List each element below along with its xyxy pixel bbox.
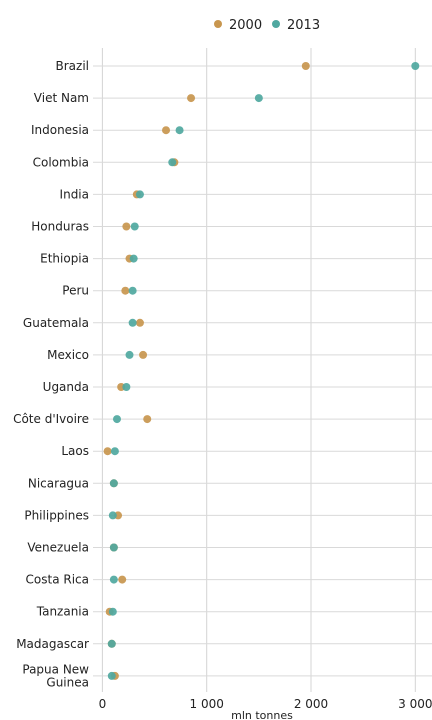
- data-point-2013: [129, 254, 138, 263]
- y-tick-label: Madagascar: [16, 637, 89, 651]
- y-tick-label: Côte d'Ivoire: [13, 412, 89, 426]
- data-point-2013: [128, 286, 137, 295]
- x-tick-label: 1 000: [190, 697, 224, 711]
- y-tick-label: Brazil: [56, 59, 90, 73]
- data-point-2013: [109, 479, 118, 488]
- y-tick-labels: Brazil Viet Nam Indonesia Colombia India Hond…: [13, 59, 89, 689]
- y-tick-label: Colombia: [33, 155, 89, 169]
- y-tick-label: Papua New Guinea: [22, 662, 89, 689]
- data-point-2013: [128, 318, 137, 327]
- x-tick-label: 0: [99, 697, 107, 711]
- y-tick-label: Nicaragua: [28, 476, 89, 490]
- legend: 2000 2013: [214, 18, 320, 33]
- data-point-2000: [135, 318, 144, 327]
- y-tick-label: Indonesia: [31, 123, 89, 137]
- grid-lines: [93, 48, 432, 692]
- legend-label-2013: 2013: [287, 18, 320, 33]
- data-point-2000: [118, 575, 127, 584]
- data-point-2000: [301, 62, 310, 70]
- y-tick-label: Mexico: [47, 348, 89, 362]
- data-point-2013: [411, 62, 420, 70]
- y-tick-label: Venezuela: [27, 541, 89, 555]
- data-point-2000: [122, 222, 131, 231]
- data-point-2013: [112, 415, 121, 424]
- data-point-2013: [110, 447, 119, 456]
- data-point-2013: [122, 383, 131, 391]
- data-point-2013: [108, 607, 117, 616]
- data-point-2000: [121, 286, 130, 295]
- data-point-2013: [130, 222, 139, 231]
- data-point-2013: [107, 639, 116, 648]
- y-tick-label: Honduras: [31, 220, 89, 234]
- y-tick-label: Costa Rica: [26, 573, 89, 587]
- data-point-2013: [168, 158, 177, 167]
- data-point-2013: [175, 126, 184, 135]
- x-tick-label: 2 000: [294, 697, 328, 711]
- data-point-2013: [108, 511, 117, 520]
- data-point-2013: [254, 94, 263, 103]
- y-tick-label: Philippines: [24, 508, 89, 522]
- data-point-2000: [143, 415, 152, 424]
- data-point-2013: [125, 350, 134, 359]
- data-point-2013: [107, 671, 116, 680]
- data-point-2013: [109, 543, 118, 552]
- x-axis-title: mln tonnes: [231, 709, 293, 720]
- legend-marker-2000: [214, 20, 222, 28]
- data-points: [103, 62, 420, 680]
- y-tick-label: Viet Nam: [34, 91, 89, 105]
- y-tick-label: Ethiopia: [40, 252, 89, 266]
- x-tick-labels: 0 1 000 2 000 3 000: [99, 697, 432, 711]
- x-tick-label: 3 000: [398, 697, 432, 711]
- data-point-2013: [109, 575, 118, 584]
- data-point-2000: [139, 350, 148, 359]
- legend-marker-2013: [272, 20, 280, 28]
- legend-label-2000: 2000: [229, 18, 262, 33]
- y-tick-label: Tanzania: [36, 605, 89, 619]
- y-tick-label: Laos: [61, 444, 89, 458]
- y-tick-label: Peru: [62, 284, 89, 298]
- data-point-2013: [135, 190, 144, 199]
- data-point-2000: [162, 126, 171, 135]
- data-point-2000: [103, 447, 112, 456]
- y-tick-label: India: [60, 187, 89, 201]
- y-tick-label: Guatemala: [23, 316, 89, 330]
- y-tick-label: Uganda: [43, 380, 89, 394]
- data-point-2000: [187, 94, 196, 103]
